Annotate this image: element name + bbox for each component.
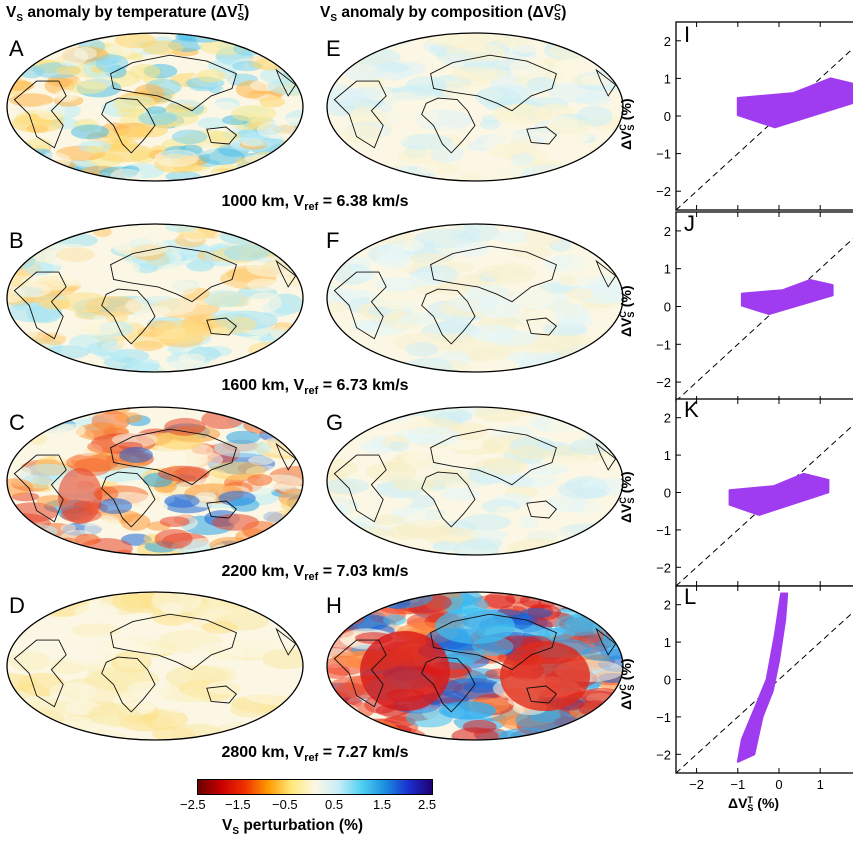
panel-letter-l: L: [684, 584, 697, 609]
coastlines: [333, 428, 617, 528]
x-tick-label: 1: [817, 777, 824, 792]
scatter-plot-j: −2 −1 0 1 2: [656, 211, 853, 402]
scatter-ylabel-i: ΔVC S (%): [618, 98, 637, 150]
y-tick-label: −1: [656, 523, 671, 538]
scatter-ylabel-k: ΔVC S (%): [618, 471, 637, 523]
colorbar-ticks: −2.5 −1.5 −0.5 0.5 1.5 2.5: [180, 797, 450, 813]
depth-label-2800: 2800 km, Vref = 7.27 km/s: [221, 744, 409, 765]
x-tick-label: 0: [775, 777, 782, 792]
coastlines: [13, 613, 297, 713]
anomaly-field: [327, 224, 623, 372]
panel-letter-d: D: [9, 593, 25, 618]
map-border: [6, 406, 304, 556]
colorbar-tick: 1.5: [373, 797, 392, 812]
y-tick-label: 0: [664, 109, 671, 124]
y-tick-label: 1: [664, 71, 671, 86]
scatter-plot-i: −2 −1 0 1 2: [656, 21, 853, 211]
y-tick-label: −2: [656, 560, 671, 575]
map-border: [6, 223, 304, 373]
one-to-one-line: [675, 237, 853, 402]
y-tick-label: 2: [664, 411, 671, 426]
compositional-column-title: VS anomaly by composition (ΔVC S): [320, 3, 567, 25]
map-panel-d: [6, 591, 304, 741]
depth-label-2200: 2200 km, Vref = 7.03 km/s: [221, 563, 409, 584]
y-tick-label: 1: [664, 635, 671, 650]
panel-letter-a: A: [9, 36, 24, 61]
anomaly-field: [327, 407, 623, 555]
x-tick-label: −1: [730, 777, 745, 792]
y-tick-label: 2: [664, 224, 671, 239]
coastlines: [13, 245, 297, 345]
coastlines: [333, 613, 617, 713]
map-panel-c: [6, 406, 304, 556]
map-border: [326, 32, 624, 182]
thermal-column-title: VS anomaly by temperature (ΔVT S): [6, 3, 250, 25]
y-tick-label: 2: [664, 598, 671, 613]
data-point-cloud: [736, 77, 853, 129]
colorbar: [197, 779, 433, 795]
depth-label-1000: 1000 km, Vref = 6.38 km/s: [221, 193, 409, 214]
panel-letter-i: I: [684, 22, 691, 47]
colorbar-tick: 2.5: [418, 797, 437, 812]
anomaly-field: [7, 407, 303, 555]
map-border: [326, 223, 624, 373]
panel-letter-b: B: [9, 228, 24, 253]
panel-letter-c: C: [9, 410, 25, 435]
coastlines: [333, 54, 617, 154]
colorbar-label: VS perturbation (%): [222, 817, 364, 838]
map-panel-g: [326, 406, 624, 556]
y-tick-label: 0: [664, 486, 671, 501]
y-tick-label: −1: [656, 337, 671, 352]
coastlines: [13, 54, 297, 154]
colorbar-tick: 0.5: [325, 797, 344, 812]
scatter-ylabel-j: ΔVC S (%): [618, 285, 637, 337]
data-point-cloud: [740, 279, 834, 316]
plot-frame: [675, 585, 853, 774]
map-panel-a: [6, 32, 304, 182]
coastlines: [13, 428, 297, 528]
scatter-ylabel-l: ΔVC S (%): [618, 658, 637, 710]
data-point-cloud: [728, 472, 830, 516]
scatter-plot-k: −2 −1 0 1 2: [656, 398, 853, 587]
colorbar-tick: −0.5: [272, 797, 298, 812]
map-panel-h: [326, 591, 624, 741]
y-tick-label: −1: [656, 147, 671, 162]
data-point-cloud: [736, 592, 789, 763]
map-border: [326, 406, 624, 556]
y-tick-label: 0: [664, 300, 671, 315]
map-border: [6, 32, 304, 182]
map-border: [6, 591, 304, 741]
colorbar-tick: −1.5: [225, 797, 251, 812]
y-tick-label: −2: [656, 184, 671, 199]
map-panel-e: [326, 32, 624, 182]
colorbar-tick: −2.5: [180, 797, 206, 812]
one-to-one-line: [675, 611, 853, 774]
scatter-xlabel: ΔVT S (%): [728, 795, 780, 814]
y-tick-label: 1: [664, 262, 671, 277]
panel-letter-h: H: [326, 593, 342, 618]
depth-label-1600: 1600 km, Vref = 6.73 km/s: [221, 377, 409, 398]
map-border: [326, 591, 624, 741]
panel-letter-k: K: [684, 397, 699, 422]
y-tick-label: −1: [656, 710, 671, 725]
panel-letter-f: F: [326, 228, 340, 253]
one-to-one-line: [675, 47, 853, 211]
panel-letter-g: G: [326, 410, 344, 435]
panel-letter-e: E: [326, 36, 341, 61]
scatter-plot-l: −2−2−1−1001122: [656, 585, 853, 792]
x-tick-label: −2: [689, 777, 704, 792]
y-tick-label: −2: [656, 747, 671, 762]
y-tick-label: 2: [664, 34, 671, 49]
y-tick-label: 0: [664, 673, 671, 688]
anomaly-field: [327, 592, 623, 740]
y-tick-label: −2: [656, 375, 671, 390]
one-to-one-line: [675, 424, 853, 587]
map-panel-f: [326, 223, 624, 373]
coastlines: [333, 245, 617, 345]
y-tick-label: 1: [664, 448, 671, 463]
panel-letter-j: J: [684, 211, 695, 236]
maps-canvas: [6, 32, 624, 741]
map-panel-b: [6, 223, 304, 373]
